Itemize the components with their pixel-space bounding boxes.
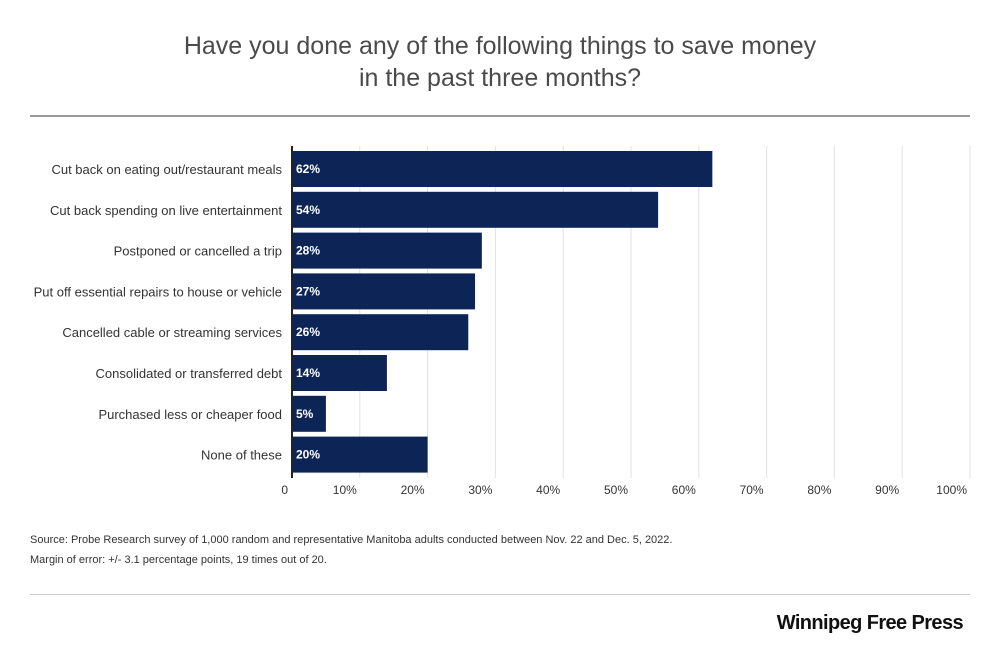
- category-label-3: Put off essential repairs to house or ve…: [34, 284, 282, 299]
- bar-0: [292, 151, 713, 187]
- bar-value-label-7: 20%: [296, 448, 320, 462]
- x-tick-label-70: 70%: [740, 483, 764, 497]
- x-tick-label-100: 100%: [936, 483, 967, 497]
- category-label-7: None of these: [201, 448, 282, 463]
- bar-6: [292, 395, 326, 432]
- x-tick-label-60: 60%: [672, 483, 696, 497]
- x-tick-label-80: 80%: [807, 483, 831, 497]
- brand-logo: Winnipeg Free Press: [776, 612, 964, 634]
- x-tick-label-0: 0: [281, 483, 288, 497]
- footnote: Source: Probe Research survey of 1,000 r…: [30, 530, 970, 570]
- category-label-4: Cancelled cable or streaming services: [62, 325, 282, 340]
- chart-title-line-2: in the past three months?: [358, 64, 642, 92]
- bar-3: [292, 273, 476, 310]
- bar-4: [292, 314, 469, 351]
- bottom-divider: [30, 594, 970, 595]
- x-tick-label-30: 30%: [468, 483, 492, 497]
- bar-value-label-3: 27%: [296, 284, 320, 298]
- bar-2: [292, 232, 482, 269]
- bar-value-label-1: 54%: [296, 203, 320, 217]
- chart-title-line-1: Have you done any of the following thing…: [183, 32, 817, 60]
- top-divider: [30, 115, 970, 117]
- category-label-0: Cut back on eating out/restaurant meals: [51, 162, 282, 177]
- x-tick-label-20: 20%: [401, 483, 425, 497]
- source-note: Source: Probe Research survey of 1,000 r…: [30, 534, 673, 546]
- x-tick-label-50: 50%: [604, 483, 628, 497]
- chart-title: Have you done any of the following thing…: [0, 30, 1000, 94]
- bar-value-label-0: 62%: [296, 162, 320, 176]
- bar-value-label-6: 5%: [296, 407, 314, 421]
- category-label-6: Purchased less or cheaper food: [98, 407, 282, 422]
- bar-7: [292, 436, 428, 473]
- category-label-1: Cut back spending on live entertainment: [50, 203, 282, 218]
- bar-5: [292, 355, 387, 391]
- bar-value-label-5: 14%: [296, 366, 320, 380]
- category-label-2: Postponed or cancelled a trip: [114, 244, 282, 259]
- category-label-5: Consolidated or transferred debt: [96, 366, 283, 381]
- bar-value-label-2: 28%: [296, 244, 320, 258]
- bar-chart: 62% Cut back on eating out/restaurant mea…: [34, 146, 971, 497]
- bar-1: [292, 191, 659, 228]
- bar-value-label-4: 26%: [296, 325, 320, 339]
- margin-of-error-note: Margin of error: +/- 3.1 percentage poin…: [30, 554, 327, 566]
- x-tick-label-90: 90%: [875, 483, 899, 497]
- x-tick-label-10: 10%: [333, 483, 357, 497]
- x-tick-label-40: 40%: [536, 483, 560, 497]
